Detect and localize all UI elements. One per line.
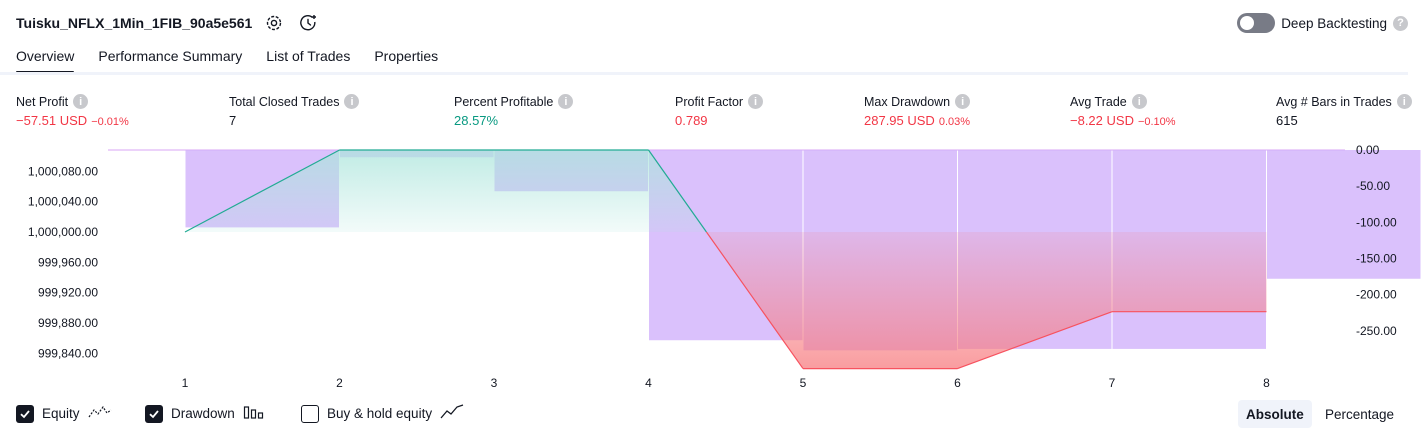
equity-line-segment — [705, 231, 804, 369]
x-axis-tick-label: 8 — [1263, 376, 1270, 390]
equity-checkbox[interactable] — [16, 404, 34, 423]
info-icon[interactable]: i — [1396, 94, 1412, 109]
metric-label: Avg # Bars in Trades — [1276, 94, 1392, 109]
metric-percent: −0.10% — [1137, 116, 1176, 128]
tab-overview[interactable]: Overview — [16, 48, 75, 74]
left-axis-tick-label: 1,000,080.00 — [28, 164, 98, 178]
x-axis-tick-label: 3 — [491, 376, 498, 390]
tab-properties[interactable]: Properties — [374, 48, 439, 64]
buy-hold-checkbox[interactable] — [301, 404, 319, 423]
info-icon[interactable]: i — [73, 94, 89, 109]
metric-max-drawdown: Max Drawdown i 287.95 USD 0.03% — [864, 94, 971, 128]
right-axis-tick-label: -50.00 — [1356, 179, 1390, 193]
metric-label: Net Profit — [16, 94, 69, 109]
tab-performance-summary[interactable]: Performance Summary — [98, 48, 243, 64]
info-icon[interactable]: i — [955, 94, 971, 109]
metric-avg-bars-in-trades: Avg # Bars in Trades i 615 — [1276, 94, 1412, 128]
info-icon[interactable]: i — [1131, 94, 1147, 109]
equity-line-segment — [648, 149, 707, 233]
equity-chart-svg: 1,000,080.00 1,000,040.00 1,000,000.00 999,… — [28, 143, 1421, 390]
x-axis-tick-label: 4 — [645, 376, 652, 390]
tab-list-of-trades[interactable]: List of Trades — [266, 48, 351, 64]
legend-buy-hold[interactable]: Buy & hold equity — [301, 404, 464, 423]
drawdown-checkbox[interactable] — [145, 404, 163, 423]
metric-percent: −0.01% — [91, 116, 129, 128]
x-axis-tick-label: 7 — [1109, 376, 1116, 390]
metric-net-profit: Net Profit i −57.51 USD −0.01% — [16, 94, 129, 128]
right-axis-tick-label: -200.00 — [1356, 288, 1397, 302]
metric-value: 7 — [229, 113, 237, 128]
metric-profit-factor: Profit Factor i 0.789 — [675, 94, 764, 128]
report-header: Tuisku_NFLX_1Min_1FIB_90a5e561 Deep Back… — [0, 0, 1424, 46]
metric-percent: 0.03% — [938, 116, 971, 128]
left-axis-tick-label: 999,920.00 — [38, 286, 98, 300]
metric-value: −57.51 USD — [16, 113, 88, 128]
metric-label: Total Closed Trades — [229, 94, 340, 109]
left-axis-tick-label: 999,960.00 — [38, 255, 98, 269]
metric-label: Avg Trade — [1070, 94, 1127, 109]
info-icon[interactable]: i — [748, 94, 764, 109]
metric-total-closed-trades: Total Closed Trades i 7 — [229, 94, 360, 128]
right-axis-tick-label: -250.00 — [1356, 324, 1397, 338]
metrics-row: Net Profit i −57.51 USD −0.01% Total Close… — [0, 94, 1424, 134]
metric-value: 0.789 — [675, 113, 708, 128]
left-axis-tick-label: 999,840.00 — [38, 346, 98, 360]
strategy-title: Tuisku_NFLX_1Min_1FIB_90a5e561 — [16, 15, 253, 31]
buy-hold-line-icon — [440, 404, 464, 423]
metric-label: Percent Profitable — [454, 94, 554, 109]
settings-icon[interactable] — [264, 13, 284, 33]
equity-loss-area — [706, 231, 1267, 369]
right-axis-tick-label: 0.00 — [1356, 143, 1380, 157]
equity-line-icon — [88, 404, 112, 423]
metric-percent-profitable: Percent Profitable i 28.57% — [454, 94, 574, 128]
legend-buy-hold-label: Buy & hold equity — [327, 406, 433, 421]
absolute-mode-button[interactable]: Absolute — [1238, 400, 1312, 428]
info-icon[interactable]: i — [558, 94, 574, 109]
metric-value: 287.95 USD — [864, 113, 935, 128]
help-icon[interactable]: ? — [1393, 15, 1408, 31]
left-axis-tick-label: 1,000,000.00 — [28, 225, 98, 239]
metric-label: Max Drawdown — [864, 94, 951, 109]
deep-backtesting-toggle[interactable] — [1237, 13, 1276, 33]
x-axis-tick-label: 5 — [800, 376, 807, 390]
info-icon[interactable]: i — [344, 94, 360, 109]
legend-equity[interactable]: Equity — [16, 404, 112, 423]
x-axis-tick-label: 1 — [182, 376, 189, 390]
legend-drawdown[interactable]: Drawdown — [145, 404, 265, 423]
metric-value: 615 — [1276, 113, 1298, 128]
equity-line-segment — [957, 311, 1113, 370]
right-axis-tick-label: -100.00 — [1356, 215, 1397, 229]
deep-backtesting-control: Deep Backtesting ? — [1237, 13, 1408, 33]
equity-profit-area — [185, 150, 707, 232]
metric-label: Profit Factor — [675, 94, 744, 109]
drawdown-bar — [1267, 150, 1421, 279]
legend-drawdown-label: Drawdown — [171, 406, 235, 421]
legend-equity-label: Equity — [42, 406, 80, 421]
percentage-mode-button[interactable]: Percentage — [1325, 406, 1395, 422]
metric-value: −8.22 USD — [1070, 113, 1134, 128]
tabs-divider — [0, 72, 1408, 75]
chart-legend: Equity Drawdown Buy & hold equity Absolu… — [0, 398, 1424, 430]
deep-backtesting-label: Deep Backtesting — [1281, 15, 1387, 31]
alert-clock-icon[interactable] — [298, 13, 318, 33]
x-axis-tick-label: 2 — [336, 376, 343, 390]
left-axis-tick-label: 1,000,040.00 — [28, 195, 98, 209]
metric-avg-trade: Avg Trade i −8.22 USD −0.10% — [1070, 94, 1176, 128]
right-axis-tick-label: -150.00 — [1356, 252, 1397, 266]
equity-line-segment — [184, 149, 340, 233]
left-axis-tick-label: 999,880.00 — [38, 316, 98, 330]
equity-chart[interactable]: 1,000,080.00 1,000,040.00 1,000,000.00 999,… — [0, 140, 1424, 395]
report-tabs: Overview Performance Summary List of Tra… — [16, 48, 439, 74]
x-axis-tick-label: 6 — [954, 376, 961, 390]
drawdown-bars-icon — [243, 404, 265, 423]
metric-value: 28.57% — [454, 113, 499, 128]
